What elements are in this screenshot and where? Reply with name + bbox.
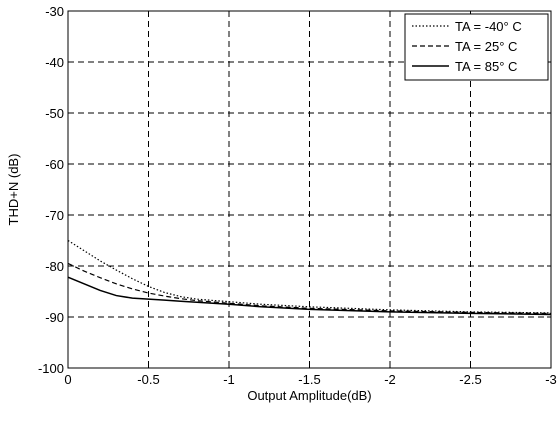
x-tick-label: -2 xyxy=(384,372,396,387)
y-tick-label: -60 xyxy=(45,157,64,172)
y-tick-label: -50 xyxy=(45,106,64,121)
x-tick-label: -0.5 xyxy=(137,372,159,387)
y-tick-label: -80 xyxy=(45,259,64,274)
legend-label: TA = -40° C xyxy=(455,19,522,34)
legend-label: TA = 85° C xyxy=(455,59,517,74)
x-tick-label: -1.5 xyxy=(298,372,320,387)
legend: TA = -40° C TA = 25° C TA = 85° C xyxy=(405,14,548,80)
x-tick-label: 0 xyxy=(64,372,71,387)
y-axis-label: THD+N (dB) xyxy=(6,154,21,226)
y-tick-label: -90 xyxy=(45,310,64,325)
x-tick-label: -2.5 xyxy=(459,372,481,387)
y-tick-label: -100 xyxy=(38,361,64,376)
x-tick-label: -1 xyxy=(223,372,235,387)
x-tick-label: -3 xyxy=(545,372,557,387)
legend-label: TA = 25° C xyxy=(455,39,517,54)
y-tick-label: -30 xyxy=(45,4,64,19)
x-axis-label: Output Amplitude(dB) xyxy=(247,388,371,403)
y-tick-label: -40 xyxy=(45,55,64,70)
y-tick-label: -70 xyxy=(45,208,64,223)
